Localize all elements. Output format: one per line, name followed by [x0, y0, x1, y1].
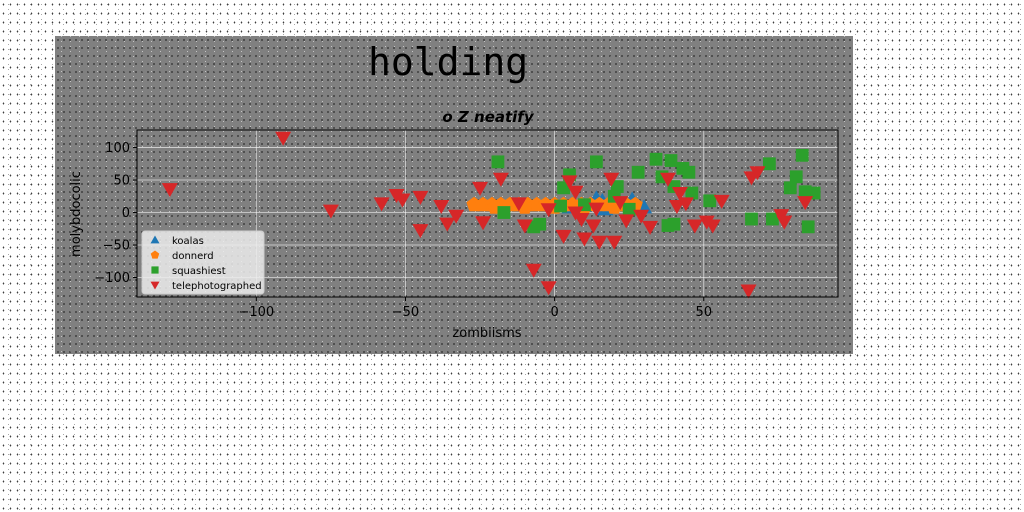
- point-telephotographed: [556, 230, 572, 244]
- x-tick-label: 50: [695, 305, 712, 320]
- x-axis-label: zombiisms: [452, 326, 521, 341]
- point-telephotographed: [412, 224, 428, 238]
- point-telephotographed: [439, 218, 455, 232]
- y-tick-label: 0: [122, 206, 130, 221]
- point-telephotographed: [412, 191, 428, 205]
- point-telephotographed: [526, 264, 542, 278]
- point-squashiest: [632, 166, 645, 179]
- y-tick-label: 100: [105, 141, 130, 156]
- point-squashiest: [745, 213, 758, 226]
- point-squashiest: [590, 155, 603, 168]
- legend-label-telephotographed: telephotographed: [172, 281, 262, 292]
- x-tick-label: −50: [392, 305, 419, 320]
- point-telephotographed: [433, 200, 449, 214]
- legend-label-donnerd: donnerd: [172, 251, 214, 262]
- legend: koalas donnerd squashiest telephotographed: [142, 231, 264, 294]
- point-telephotographed: [472, 182, 488, 196]
- point-telephotographed: [606, 236, 622, 250]
- y-axis-label: molybdocolic: [69, 171, 84, 257]
- legend-marker-squashiest: [151, 266, 158, 273]
- point-telephotographed: [687, 220, 703, 234]
- x-tick-label: −100: [238, 305, 274, 320]
- point-telephotographed: [797, 196, 813, 210]
- point-squashiest: [703, 194, 716, 207]
- point-telephotographed: [618, 214, 634, 228]
- y-tick-label: −50: [103, 239, 130, 254]
- point-telephotographed: [275, 132, 291, 146]
- point-squashiest: [802, 220, 815, 233]
- point-telephotographed: [576, 233, 592, 247]
- point-telephotographed: [591, 236, 607, 250]
- y-tick-label: −100: [94, 271, 130, 286]
- point-telephotographed: [642, 221, 658, 235]
- point-squashiest: [554, 200, 567, 213]
- point-telephotographed: [741, 285, 757, 299]
- point-squashiest: [668, 218, 681, 231]
- point-telephotographed: [374, 197, 390, 211]
- point-telephotographed: [585, 220, 601, 234]
- point-squashiest: [784, 181, 797, 194]
- point-squashiest: [533, 218, 546, 231]
- y-tick-label: 50: [113, 174, 130, 189]
- point-telephotographed: [323, 205, 339, 219]
- point-telephotographed: [162, 183, 178, 197]
- point-squashiest: [796, 149, 809, 162]
- point-squashiest: [682, 166, 695, 179]
- point-squashiest: [498, 206, 511, 219]
- point-squashiest: [665, 154, 678, 167]
- point-squashiest: [763, 157, 776, 170]
- chart-title: o Z neatify: [442, 108, 534, 126]
- x-tick-label: 0: [550, 305, 558, 320]
- point-squashiest: [790, 170, 803, 183]
- point-squashiest: [623, 203, 636, 216]
- point-telephotographed: [475, 216, 491, 230]
- legend-label-koalas: koalas: [172, 236, 204, 247]
- legend-label-squashiest: squashiest: [172, 266, 226, 277]
- point-squashiest: [650, 153, 663, 166]
- point-squashiest: [492, 155, 505, 168]
